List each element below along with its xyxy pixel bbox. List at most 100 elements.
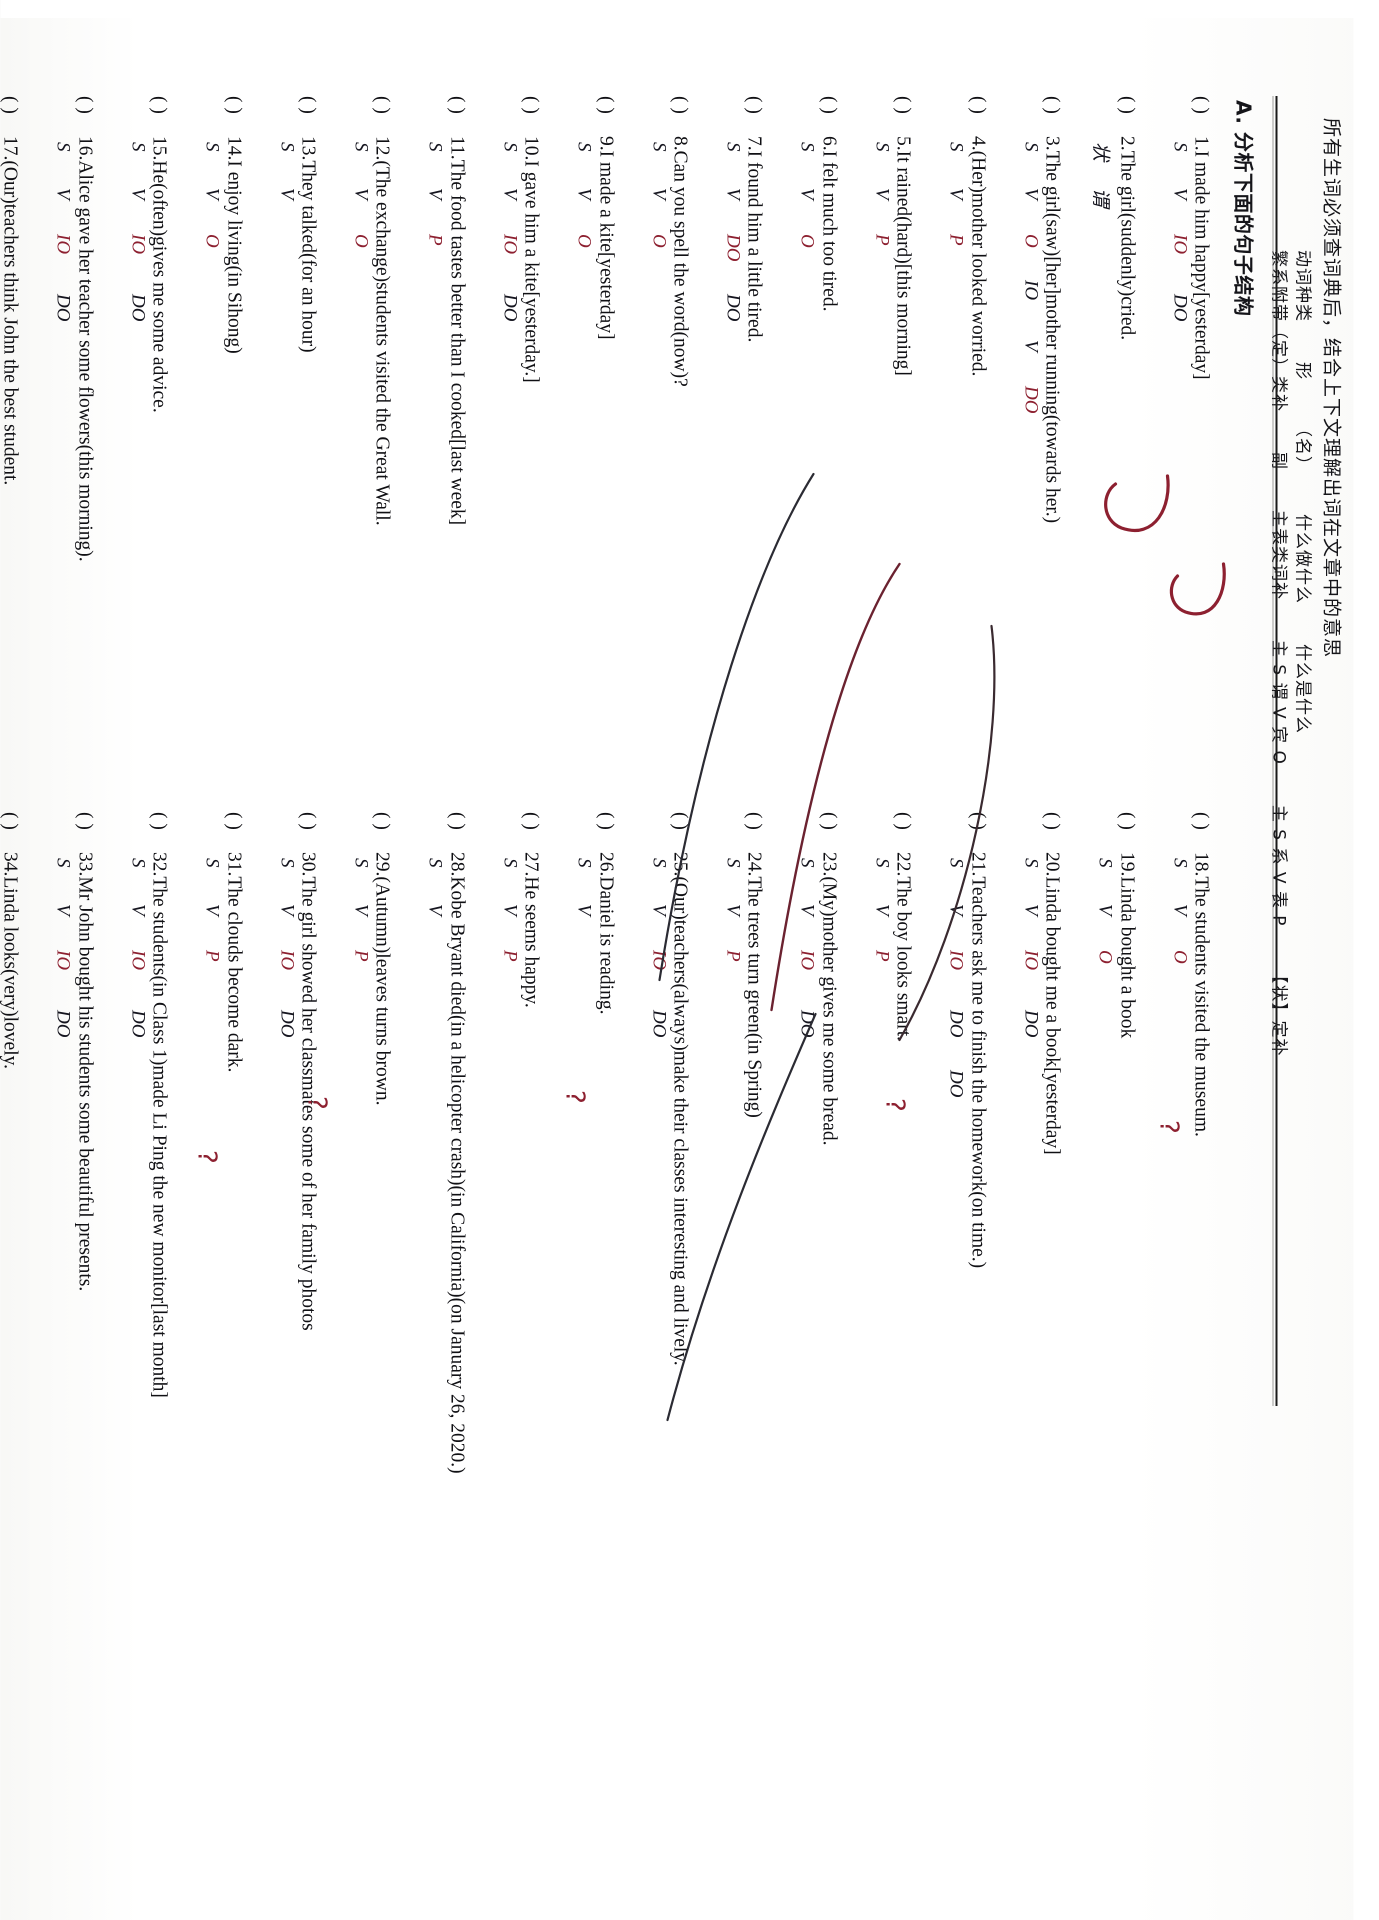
answer-parenthesis[interactable]: ( ) (73, 96, 95, 114)
question-item: ( ) 7.I found him a little tired. S V DO DO (717, 96, 764, 796)
answer-parenthesis[interactable]: ( ) (445, 96, 467, 114)
mark-o: O (573, 234, 595, 248)
mark-v: V (945, 188, 967, 200)
mark-s: S (498, 858, 520, 868)
mark-v: V (52, 904, 74, 916)
mark-do: DO (275, 1010, 297, 1038)
question-text: ( ) 32.The students(in Class 1)made Li Pi… (147, 812, 169, 1432)
answer-parenthesis[interactable]: ( ) (371, 96, 393, 114)
handwritten-marks: S V IO DO (271, 812, 297, 1432)
mark-o: O (796, 234, 818, 248)
question-text: ( ) 7.I found him a little tired. (742, 96, 764, 796)
mark-p: P (424, 234, 446, 246)
mark-p: P (945, 234, 967, 246)
answer-parenthesis[interactable]: ( ) (1190, 812, 1211, 830)
header-rule-shadow (1272, 96, 1273, 1406)
mark-v: V (573, 904, 595, 916)
mark-io: IO (945, 950, 967, 971)
answer-parenthesis[interactable]: ( ) (1190, 96, 1211, 114)
question-text: ( ) 11.The food tastes better than I cook… (444, 96, 467, 796)
question-text: ( ) 23.(My)mother gives me some bread. (816, 812, 839, 1432)
handwritten-marks: S V P (345, 812, 371, 1432)
handwritten-marks: S V O (568, 96, 595, 796)
question-item: ( ) 15.He(often)gives me some advice. S V IO… (122, 96, 169, 796)
answer-parenthesis[interactable]: ( ) (966, 812, 988, 830)
question-text: ( ) 31.The clouds become dark. (221, 812, 244, 1432)
sentence: 7.I found him a little tired. (743, 136, 765, 343)
answer-parenthesis[interactable]: ( ) (594, 812, 616, 830)
answer-parenthesis[interactable]: ( ) (817, 812, 839, 830)
answer-parenthesis[interactable]: ( ) (966, 96, 988, 114)
mark-p: P (870, 234, 892, 246)
mark-io: IO (52, 234, 74, 255)
handwritten-marks: S V IO DO (47, 96, 74, 796)
answer-parenthesis[interactable]: ( ) (73, 812, 95, 830)
question-text: ( ) 24.The trees turn green(in Spring) (742, 812, 764, 1432)
answer-parenthesis[interactable]: ( ) (1115, 812, 1137, 830)
handwritten-marks: S V P (196, 812, 222, 1432)
mark-do: DO (945, 1070, 967, 1098)
handwritten-marks: S V P (866, 812, 892, 1432)
question-item: ( ) 10.I gave him a kite[yesterday.] S V IO D… (494, 96, 541, 796)
answer-parenthesis[interactable]: ( ) (520, 96, 542, 114)
answer-parenthesis[interactable]: ( ) (743, 96, 765, 114)
hdr-col-4: 什么是什么 (1292, 644, 1312, 734)
answer-parenthesis[interactable]: ( ) (817, 96, 839, 114)
sentence: 10.I gave him a kite[yesterday.] (520, 136, 542, 383)
answer-parenthesis[interactable]: ( ) (1041, 812, 1063, 830)
answer-parenthesis[interactable]: ( ) (445, 812, 467, 830)
question-text: ( ) 18.The students visited the museum. (1189, 812, 1211, 1432)
sentence: 15.He(often)gives me some advice. (148, 136, 170, 413)
answer-parenthesis[interactable]: ( ) (296, 812, 318, 830)
mark-do: DO (52, 294, 74, 322)
answer-parenthesis[interactable]: ( ) (669, 96, 691, 114)
answer-parenthesis[interactable]: ( ) (892, 812, 914, 830)
question-item: ( ) 2.The girl(suddenly)cried. 状谓 (1089, 96, 1136, 796)
mark-do: DO (498, 294, 520, 322)
mark-s: S (647, 858, 669, 868)
answer-parenthesis[interactable]: ( ) (594, 96, 616, 114)
answer-parenthesis[interactable]: ( ) (669, 812, 691, 830)
question-item: ( ) 4.(Her)mother looked worried. S V P (940, 96, 987, 796)
answer-parenthesis[interactable]: ( ) (0, 812, 21, 830)
mark-p: P (349, 950, 371, 962)
answer-parenthesis[interactable]: ( ) (296, 96, 318, 114)
question-item: ( ) 9.I made a kite[yesterday] S V O (568, 96, 615, 796)
sentence: 20.Linda bought me a book[yesterday] (1041, 852, 1063, 1155)
mark-s: S (498, 142, 520, 152)
answer-parenthesis[interactable]: ( ) (0, 96, 21, 114)
sentence: 25.(Our)teachers(always)make their class… (669, 852, 691, 1366)
mark-s: S (1019, 142, 1041, 152)
answer-parenthesis[interactable]: ( ) (892, 96, 914, 114)
answer-parenthesis[interactable]: ( ) (148, 812, 170, 830)
mark-io: IO (52, 950, 74, 971)
mark-v: V (424, 188, 446, 200)
sentence: 27.He seems happy. (520, 852, 542, 1008)
answer-parenthesis[interactable]: ( ) (520, 812, 542, 830)
mark-do: DO (126, 1010, 148, 1038)
mark-状: 状 (1089, 142, 1111, 162)
question-text: ( ) 26.Daniel is reading. (593, 812, 616, 1432)
section-a-label: A. 分析下面的句子结构 (1231, 100, 1255, 317)
answer-parenthesis[interactable]: ( ) (743, 812, 765, 830)
handwritten-marks: S V O (1089, 812, 1115, 1432)
answer-parenthesis[interactable]: ( ) (1115, 96, 1137, 114)
mark-s: S (126, 142, 148, 152)
answer-parenthesis[interactable]: ( ) (222, 812, 244, 830)
handwritten-marks: S V P (494, 812, 520, 1432)
handwritten-marks: S V IO DO (47, 812, 74, 1432)
sentence: 11.The food tastes better than I cooked[… (445, 136, 467, 526)
mark-do: DO (722, 294, 744, 322)
mark-v: V (796, 904, 818, 916)
answer-parenthesis[interactable]: ( ) (371, 812, 393, 830)
answer-parenthesis[interactable]: ( ) (222, 96, 244, 114)
answer-parenthesis[interactable]: ( ) (1041, 96, 1063, 114)
sentence: 31.The clouds become dark. (222, 852, 244, 1073)
question-text: ( ) 25.(Our)teachers(always)make their cl… (668, 812, 690, 1432)
handwritten-marks: S V O (196, 96, 222, 796)
mark-s: S (796, 142, 818, 152)
mark-s: S (870, 858, 892, 868)
answer-parenthesis[interactable]: ( ) (148, 96, 170, 114)
question-item: ( ) 3.The girl(saw)[her]mother running(to… (1015, 96, 1062, 796)
